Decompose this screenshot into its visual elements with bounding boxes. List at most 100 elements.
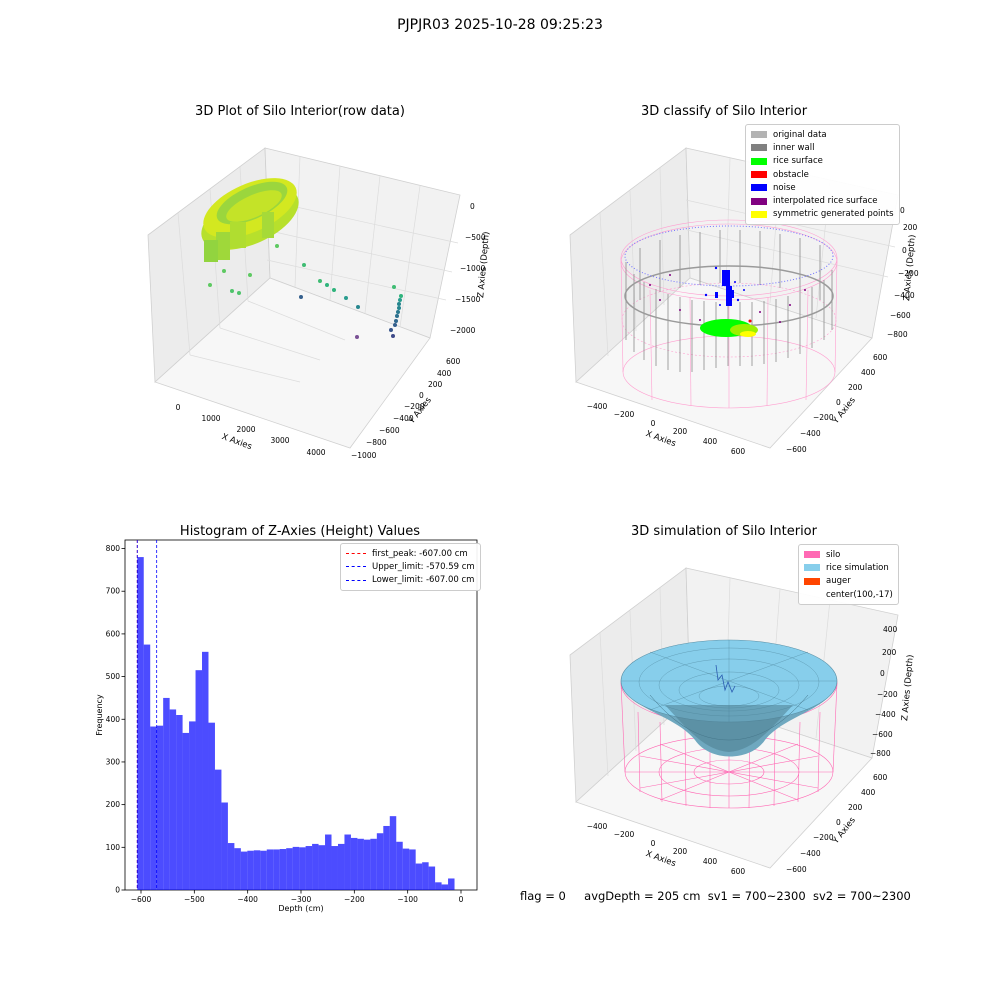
classify-y-tick: 200	[848, 383, 863, 392]
histogram-chart: −600 −500 −400 −300 −200 −100 0 0 100 200 300 400 5…	[95, 539, 478, 913]
classify-noise-ring	[624, 225, 834, 287]
raw-y-tick: −800	[366, 438, 387, 447]
histogram-bar	[344, 834, 351, 890]
histogram-bar	[435, 882, 442, 890]
raw-y-tick: −200	[404, 402, 425, 411]
histogram-bar	[325, 834, 332, 890]
histogram-bar	[202, 651, 209, 890]
simulation-y-tick: 600	[873, 773, 888, 782]
raw-y-ticks: 600 400 200 0 −200 −400 −600 −800 −1000	[351, 357, 461, 460]
classify-y-tick: 400	[861, 368, 876, 377]
histogram-bar	[234, 848, 241, 890]
classify-3d-plot: −400 −200 0 200 400 600 X Axies 600 400 …	[569, 147, 919, 456]
simulation-z-tick: −800	[870, 749, 891, 758]
histogram-y-tick: 800	[106, 544, 121, 553]
histogram-bar	[273, 849, 280, 890]
histogram-bar	[396, 841, 403, 890]
legend-swatch	[751, 197, 767, 205]
classify-z-label: Z Axies (Depth)	[902, 234, 918, 301]
avg-depth-text: avgDepth = 205 cm	[584, 889, 701, 903]
classify-x-tick: 400	[703, 437, 718, 446]
raw-z-tick: 0	[470, 202, 475, 211]
histogram-y-tick: 400	[106, 715, 121, 724]
raw-x-tick: 1000	[201, 414, 220, 423]
simulation-x-tick: 0	[651, 839, 656, 848]
histogram-bar	[363, 839, 371, 890]
legend-item-upper-limit: Upper_limit: -570.59 cm	[346, 560, 475, 573]
simulation-y-tick: 0	[836, 818, 841, 827]
histogram-bar	[370, 838, 377, 890]
legend-item-first-peak: first_peak: -607.00 cm	[346, 547, 475, 560]
histogram-bar	[214, 769, 222, 890]
simulation-y-ticks: 600 400 200 0 −200 −400 −600	[786, 773, 888, 874]
histogram-bar	[299, 847, 306, 890]
classify-z-tick: −200	[898, 269, 919, 278]
classify-z-tick: 0	[902, 246, 907, 255]
classify-x-tick: −200	[614, 410, 635, 419]
histogram-bar	[357, 838, 364, 890]
histogram-bar	[182, 732, 190, 890]
classify-x-tick: 600	[731, 447, 746, 456]
simulation-z-tick: −400	[875, 710, 896, 719]
histogram-bar	[169, 709, 177, 890]
simulation-y-tick: 400	[861, 788, 876, 797]
simulation-z-tick: −600	[872, 730, 893, 739]
simulation-y-tick: −200	[813, 833, 834, 842]
simulation-3d-plot: −400 −200 0 200 400 600 X Axies 600 400 …	[569, 567, 916, 876]
histogram-bar	[189, 721, 196, 890]
legend-item-lower-limit: Lower_limit: -607.00 cm	[346, 574, 475, 587]
legend-item-original-data: original data	[751, 128, 894, 141]
histogram-y-tick: 500	[106, 672, 121, 681]
classify-z-ticks: 0 200 0 −200 −400 −600 −800	[887, 206, 919, 339]
raw-scatter-points	[208, 244, 403, 339]
simulation-z-tick: −200	[877, 690, 898, 699]
raw-panel-title: 3D Plot of Silo Interior(row data)	[195, 104, 405, 119]
histogram-bar	[305, 846, 313, 890]
classify-y-tick: −600	[786, 445, 807, 454]
histogram-bar	[292, 846, 300, 890]
histogram-bar	[389, 816, 397, 890]
legend-line	[346, 566, 366, 568]
histogram-x-tick: −300	[291, 895, 312, 904]
raw-y-tick: −400	[393, 414, 414, 423]
histogram-bar	[383, 825, 390, 890]
sv1-text: sv1 = 700~2300	[707, 889, 806, 903]
legend-item-rice-simulation: rice simulation	[804, 561, 893, 574]
histogram-x-tick: −200	[344, 895, 365, 904]
classify-y-tick: 0	[836, 398, 841, 407]
histogram-x-tick: −500	[184, 895, 205, 904]
classify-y-label: Y Axies	[830, 395, 858, 427]
histogram-bar	[402, 848, 410, 890]
raw-z-tick: −500	[465, 233, 486, 242]
histogram-bar	[279, 849, 287, 890]
simulation-x-tick: 200	[673, 847, 688, 856]
histogram-bar	[227, 843, 235, 890]
classify-z-tick: −400	[894, 291, 915, 300]
histogram-bar	[247, 850, 254, 890]
classify-z-tick: −800	[887, 330, 908, 339]
simulation-y-label: Y Axies	[830, 815, 858, 847]
classify-panel-title: 3D classify of Silo Interior	[640, 104, 808, 119]
histogram-bar	[422, 862, 429, 890]
histogram-bar	[163, 697, 170, 890]
simulation-x-tick: −400	[587, 822, 608, 831]
classify-y-tick: −400	[800, 429, 821, 438]
histogram-y-tick: 200	[106, 800, 121, 809]
classify-rice-surface	[700, 319, 758, 337]
histogram-x-tick: 0	[459, 895, 464, 904]
classify-x-ticks: −400 −200 0 200 400 600	[587, 402, 746, 456]
histogram-y-tick: 100	[106, 843, 121, 852]
histogram-y-tick: 600	[106, 629, 121, 638]
legend-item-auger: auger	[804, 575, 893, 588]
histogram-bar	[253, 850, 261, 890]
histogram-bar	[176, 715, 183, 890]
histogram-x-label: Depth (cm)	[278, 904, 323, 913]
simulation-x-ticks: −400 −200 0 200 400 600	[587, 822, 746, 876]
histogram-y-label: Frequency	[95, 694, 104, 736]
legend-item-symmetric-generated-points: symmetric generated points	[751, 208, 894, 221]
histogram-bar	[318, 845, 326, 890]
raw-z-ticks: 0 −500 −1000 −1500 −2000	[450, 202, 486, 335]
simulation-rice-mesh	[621, 640, 837, 722]
histogram-bar	[409, 849, 416, 890]
classify-x-tick: 200	[673, 427, 688, 436]
